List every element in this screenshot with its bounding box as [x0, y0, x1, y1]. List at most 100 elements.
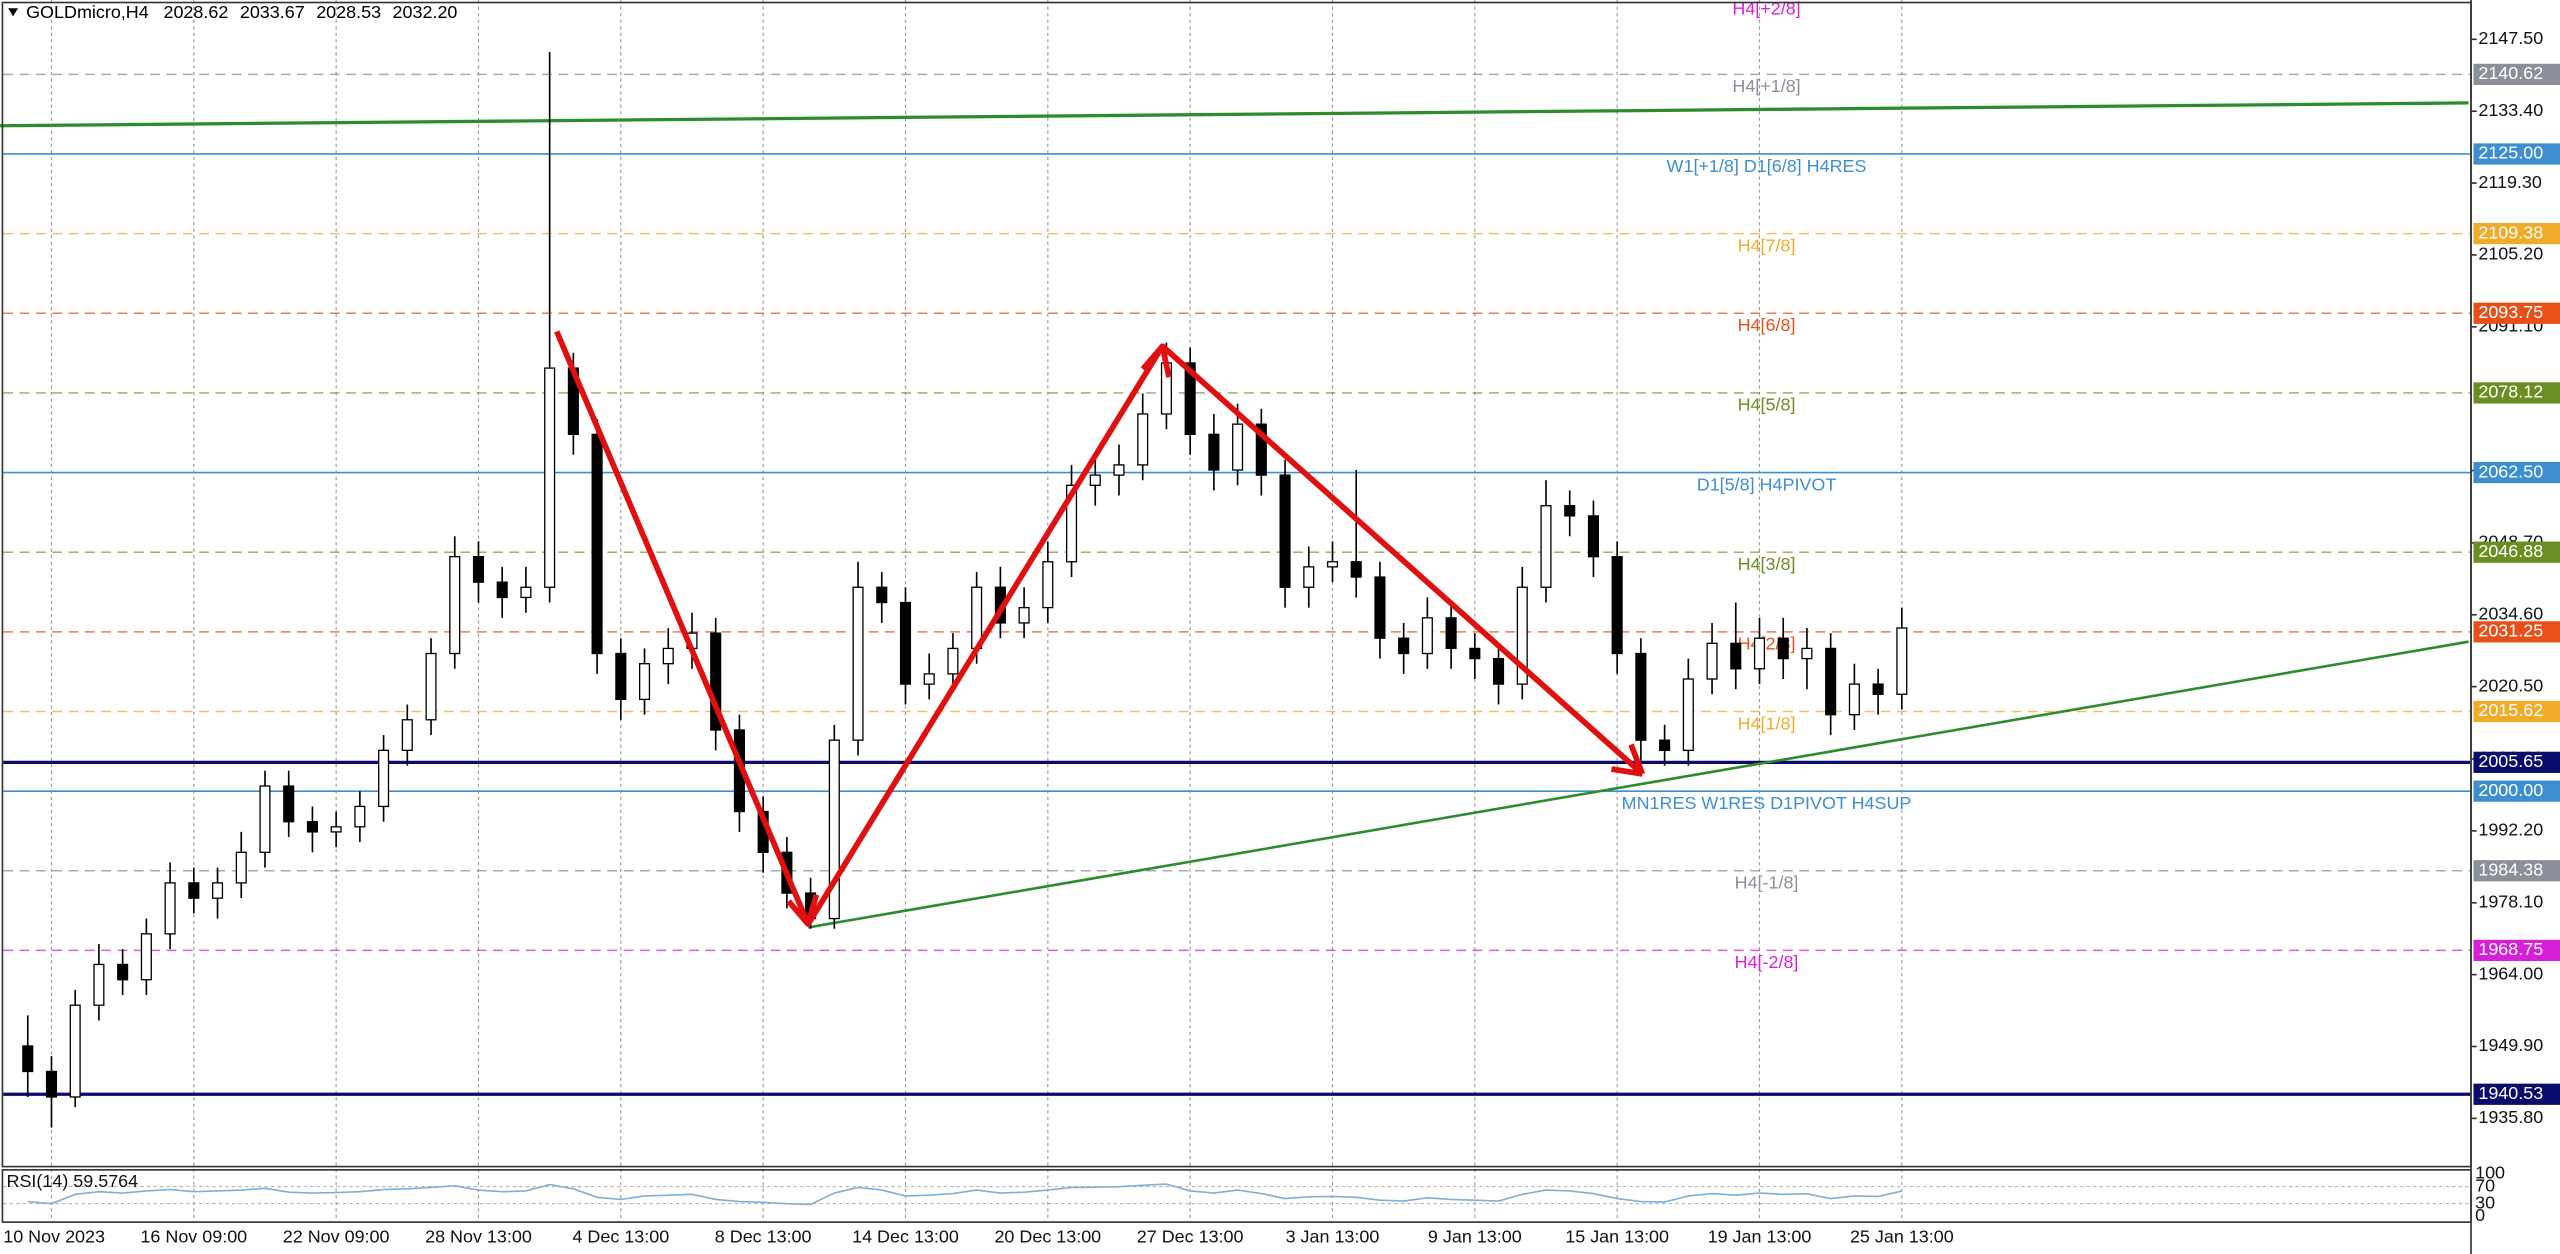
level-price-box: [2473, 222, 2560, 245]
level-price: 2046.88: [2478, 541, 2543, 561]
candle-body: [378, 749, 390, 808]
candle-body: [235, 851, 247, 884]
candle-body: [923, 673, 935, 685]
candle-body: [520, 586, 532, 599]
arrows: [554, 330, 1646, 927]
candle-body: [1753, 637, 1766, 670]
level-price-box: [2473, 541, 2560, 563]
candle-body: [140, 933, 152, 981]
candle-body: [449, 556, 461, 655]
x-tick-label: 10 Nov 2023: [3, 1226, 105, 1246]
quote-close: 2032.20: [393, 2, 458, 22]
candle-body: [330, 826, 342, 833]
candle-body: [22, 1045, 34, 1073]
x-tick-label: 20 Dec 13:00: [994, 1226, 1101, 1246]
candle-body: [1611, 556, 1623, 655]
candle-body: [1350, 561, 1362, 578]
level-label: H4[+2/8]: [1732, 0, 1800, 19]
x-tick-label: 22 Nov 09:00: [283, 1226, 390, 1246]
x-tick-label: 9 Jan 13:00: [1428, 1226, 1522, 1246]
level-price: 1940.53: [2478, 1083, 2543, 1103]
y-tick-label: 1978.10: [2478, 891, 2543, 911]
level-price-box: [2473, 860, 2560, 882]
level-price-box: [2473, 939, 2560, 962]
rsi-tick-label: 100: [2475, 1163, 2505, 1183]
level-price-box: [2473, 461, 2560, 484]
candle-body: [1445, 617, 1457, 650]
level-price-box: [2473, 700, 2560, 723]
level-label: H4[-2/8]: [1735, 952, 1799, 972]
level-label: W1[+1/8] D1[6/8] H4RES: [1667, 156, 1867, 176]
candle-body: [306, 821, 318, 833]
candle-body: [45, 1070, 58, 1098]
candle-body: [1137, 413, 1149, 466]
level-price: 1968.75: [2478, 939, 2543, 959]
x-tick-label: 14 Dec 13:00: [852, 1226, 959, 1246]
level-price-box: [2473, 1083, 2560, 1105]
trend-line: [0, 101, 2469, 128]
level-label: H4[3/8]: [1738, 554, 1796, 574]
level-price: 2125.00: [2478, 143, 2543, 163]
candle-body: [93, 963, 105, 1006]
candle-body: [117, 963, 129, 981]
candle-body: [1232, 423, 1244, 471]
level-price: 2140.62: [2478, 63, 2543, 83]
candle-body: [1540, 505, 1552, 588]
quote-open: 2028.62: [163, 2, 228, 22]
header: GOLDmicro,H4 2028.62 2033.67 2028.53 203…: [26, 2, 457, 22]
rsi-tick-label: 30: [2475, 1192, 2495, 1212]
level-label: H4[6/8]: [1738, 315, 1796, 335]
candle-body: [354, 805, 366, 828]
candle-body: [401, 719, 413, 752]
candle-body: [1421, 617, 1433, 655]
candle-body: [1706, 642, 1718, 680]
candle-body: [638, 663, 651, 701]
candle-body: [69, 1004, 81, 1098]
candle-body: [283, 785, 295, 823]
quote-high: 2033.67: [240, 2, 305, 22]
x-tick-label: 16 Nov 09:00: [140, 1226, 247, 1246]
y-tick-label: 2147.50: [2478, 28, 2543, 48]
x-tick-label: 15 Jan 13:00: [1565, 1226, 1669, 1246]
y-tick-label: 2105.20: [2478, 244, 2543, 264]
candle-body: [1113, 464, 1125, 476]
candle-body: [164, 882, 176, 935]
wave-arrow: [554, 330, 1645, 927]
level-price: 2093.75: [2478, 302, 2543, 322]
candle-body: [615, 652, 627, 701]
level-price-box: [2473, 302, 2560, 324]
drawings: [0, 101, 2469, 929]
rsi-tick-label: 0: [2475, 1205, 2485, 1225]
candle-body: [662, 647, 674, 665]
candle-body: [947, 647, 959, 675]
x-tick-label: 28 Nov 13:00: [425, 1226, 532, 1246]
level-price-box: [2473, 751, 2560, 773]
y-tick-label: 2119.30: [2478, 172, 2542, 192]
candle-body: [1279, 474, 1291, 588]
candle-body: [1374, 576, 1386, 639]
rsi-label: RSI(14) 59.5764: [7, 1171, 139, 1191]
candle-body: [1516, 586, 1528, 685]
level-label: H4[-1/8]: [1735, 873, 1799, 893]
candle-body: [1018, 606, 1030, 624]
y-tick-label: 1935.80: [2478, 1107, 2543, 1127]
y-tick-label: 1992.20: [2478, 820, 2543, 840]
y-tick-label: 2133.40: [2478, 100, 2543, 120]
level-price-box: [2473, 382, 2560, 404]
candle-body: [1896, 627, 1908, 695]
level-price: 2078.12: [2478, 382, 2543, 402]
level-price-box: [2473, 143, 2560, 165]
level-label: H4[1/8]: [1738, 713, 1796, 733]
y-tick-label: 2034.60: [2478, 604, 2543, 624]
symbol: GOLDmicro,H4: [26, 2, 149, 22]
candle-body: [544, 367, 556, 588]
candle-body: [1730, 642, 1742, 670]
level-price-box: [2473, 63, 2560, 85]
candle-body: [876, 586, 888, 604]
level-price-box: [2473, 780, 2560, 802]
menu-triangle[interactable]: [8, 8, 18, 17]
x-tick-label: 3 Jan 13:00: [1286, 1226, 1380, 1246]
x-tick-label: 27 Dec 13:00: [1137, 1226, 1244, 1246]
